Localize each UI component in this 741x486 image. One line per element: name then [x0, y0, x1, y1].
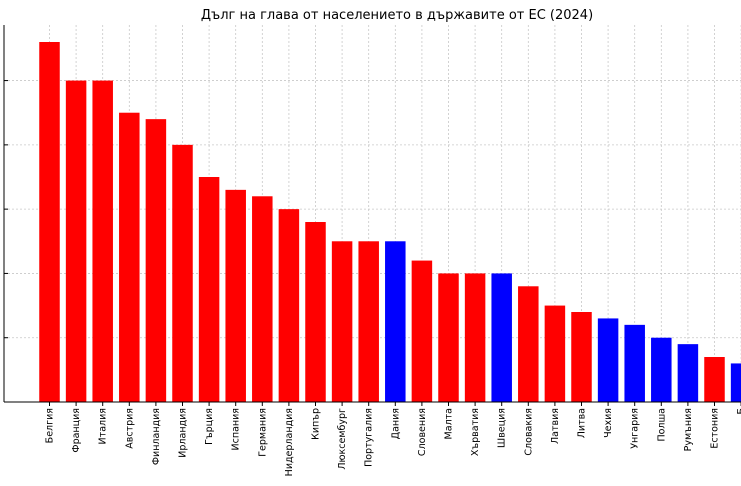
x-tick-label: Испания — [231, 408, 242, 450]
x-tick-label: Люксембург — [337, 408, 348, 470]
x-tick-labels: Белгия Франция Италия Австрия Финландия Ирлан… — [45, 402, 741, 476]
x-tick-label: Унгария — [630, 408, 641, 449]
bar-5 — [146, 119, 167, 402]
bar-1 — [39, 42, 60, 402]
bar-14 — [385, 241, 406, 402]
bar-16 — [438, 273, 459, 402]
x-tick-label: Гърция — [204, 408, 215, 445]
x-tick-label: Чехия — [603, 408, 614, 438]
x-tick-label: Нидерландия — [284, 408, 295, 476]
bar-12 — [332, 241, 353, 402]
bar-22 — [598, 318, 619, 402]
x-tick-label: Малта — [444, 408, 455, 439]
x-tick-label: Швеция — [497, 408, 508, 448]
x-tick-label: Б — [736, 408, 741, 415]
x-tick-label: Дания — [390, 408, 401, 439]
x-tick-label: Белгия — [45, 408, 56, 443]
bar-19 — [518, 286, 539, 402]
bar-23 — [624, 325, 645, 402]
bar-26 — [704, 357, 725, 402]
x-tick-label: Румъния — [683, 408, 694, 451]
bar-7 — [199, 177, 220, 402]
x-tick-label: Естония — [710, 408, 721, 449]
x-tick-label: Кипър — [311, 408, 322, 440]
bar-25 — [678, 344, 699, 402]
bar-18 — [491, 273, 512, 402]
bar-2 — [66, 81, 87, 402]
bar-11 — [305, 222, 326, 402]
x-tick-label: Италия — [98, 408, 109, 444]
bar-17 — [465, 273, 486, 402]
bars — [39, 42, 741, 402]
x-tick-label: Финландия — [151, 408, 162, 465]
bar-3 — [92, 81, 113, 402]
bar-15 — [412, 261, 433, 402]
x-tick-label: Ирландия — [178, 408, 189, 458]
x-tick-label: Словения — [417, 408, 428, 456]
bar-13 — [358, 241, 379, 402]
bar-4 — [119, 113, 140, 402]
bar-27 — [731, 363, 741, 402]
chart-title: Дълг на глава от населението в държавите… — [201, 8, 593, 23]
x-tick-label: Полша — [656, 408, 667, 442]
y-ticks — [4, 81, 8, 338]
bar-8 — [225, 190, 246, 402]
bar-6 — [172, 145, 193, 402]
x-tick-label: Латвия — [550, 408, 561, 444]
bar-20 — [545, 306, 566, 402]
bar-21 — [571, 312, 592, 402]
x-tick-label: Хърватия — [470, 408, 481, 456]
x-tick-label: Словакия — [523, 408, 534, 456]
x-tick-label: Литва — [577, 408, 588, 438]
bar-10 — [279, 209, 300, 402]
x-tick-label: Австрия — [124, 408, 135, 449]
x-tick-label: Франция — [71, 408, 82, 453]
x-tick-label: Португалия — [364, 408, 375, 467]
x-tick-label: Германия — [257, 408, 268, 457]
bar-24 — [651, 338, 672, 402]
bar-9 — [252, 196, 272, 402]
